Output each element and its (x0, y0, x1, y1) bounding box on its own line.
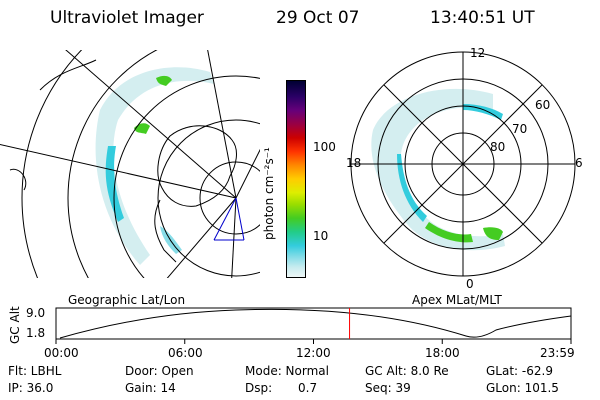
mlt-label-12: 12 (470, 46, 486, 60)
colorbar-unit-label: photon cm⁻²s⁻¹ (262, 147, 276, 240)
aurora-oval-left (95, 67, 214, 266)
instrument-title: Ultraviolet Imager (50, 8, 204, 28)
alt-xtick-1: 06:00 (168, 346, 203, 360)
lat-label-70: 70 (512, 122, 528, 136)
altitude-plot (55, 307, 572, 344)
polar-plot (350, 51, 576, 277)
lat-label-60: 60 (535, 98, 551, 112)
alt-xtick-2: 12:00 (296, 346, 331, 360)
mlt-label-0: 0 (466, 277, 474, 291)
alt-ytick-low: 1.8 (26, 326, 46, 340)
info-glat: GLat: -62.9 (486, 364, 553, 378)
info-ip: IP: 36.0 (8, 381, 54, 395)
date-label: 29 Oct 07 (276, 8, 360, 28)
info-gain: Gain: 14 (125, 381, 176, 395)
left-panel-caption: Geographic Lat/Lon (68, 293, 186, 307)
alt-xtick-3: 18:00 (425, 346, 460, 360)
alt-xtick-4: 23:59 (540, 346, 575, 360)
aurora-oval-right (371, 88, 505, 251)
geographic-map (0, 50, 260, 278)
alt-xtick-0: 00:00 (44, 346, 79, 360)
info-door: Door: Open (125, 364, 194, 378)
coastline (157, 125, 237, 207)
info-dsp-label: Dsp: (245, 381, 273, 395)
info-gcalt: GC Alt: 8.0 Re (365, 364, 449, 378)
info-seq: Seq: 39 (365, 381, 411, 395)
info-flt: Flt: LBHL (8, 364, 62, 378)
altitude-curve (59, 308, 572, 339)
mlt-label-18: 18 (346, 156, 362, 170)
colorbar-tick-10: 10 (313, 229, 329, 243)
alt-ytick-high: 9.0 (26, 306, 46, 320)
mlt-label-6: 6 (575, 156, 583, 170)
alt-ylabel: GC Alt (8, 306, 22, 344)
right-panel-caption: Apex MLat/MLT (412, 293, 502, 307)
time-label: 13:40:51 UT (430, 8, 535, 28)
info-mode: Mode: Normal (245, 364, 329, 378)
info-glon: GLon: 101.5 (486, 381, 559, 395)
colorbar (286, 80, 306, 278)
info-dsp-value: 0.7 (298, 381, 318, 395)
lat-label-80: 80 (490, 140, 506, 154)
colorbar-tick-100: 100 (313, 140, 336, 154)
